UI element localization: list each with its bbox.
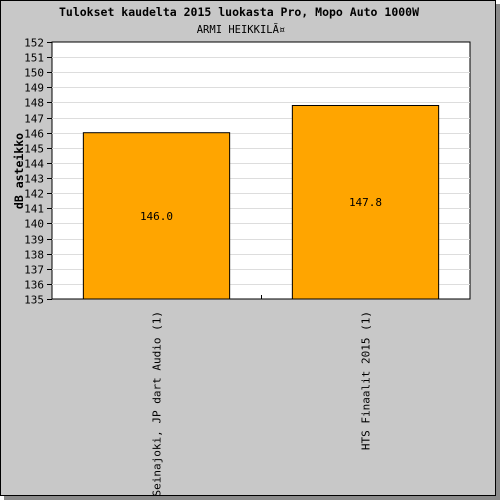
y-tick-label: 150 xyxy=(24,67,44,80)
y-tick-label: 135 xyxy=(24,294,44,307)
bar-value-label: 146.0 xyxy=(140,210,173,223)
y-tick-label: 146 xyxy=(24,128,44,141)
y-tick-label: 140 xyxy=(24,218,44,231)
y-tick-label: 142 xyxy=(24,188,44,201)
y-tick-label: 149 xyxy=(24,82,44,95)
bar xyxy=(291,104,440,300)
y-tick-label: 138 xyxy=(24,249,44,262)
y-tick-label: 136 xyxy=(24,279,44,292)
y-tick-label: 137 xyxy=(24,264,44,277)
y-axis-label: dB asteikko xyxy=(12,133,26,209)
bar xyxy=(82,132,231,300)
y-tick-label: 148 xyxy=(24,97,44,110)
chart-subtitle: ARMI HEIKKILÃ¤ xyxy=(197,23,286,36)
x-axis-ticks: Seinajoki, JP dart Audio (1) HTS Finaalit… xyxy=(151,295,373,496)
y-tick-label: 152 xyxy=(24,37,44,50)
y-tick-label: 147 xyxy=(24,113,44,126)
bars: 146.0 147.8 xyxy=(82,104,440,300)
x-category-label: HTS Finaalit 2015 (1) xyxy=(360,311,373,450)
y-axis-ticks: 135 136 137 138 139 140 141 142 143 144 145 146 147 1… xyxy=(24,37,52,307)
chart-title: Tulokset kaudelta 2015 luokasta Pro, Mop… xyxy=(59,5,419,19)
bar-value-label: 147.8 xyxy=(349,196,382,209)
y-tick-label: 139 xyxy=(24,234,44,247)
y-tick-label: 143 xyxy=(24,173,44,186)
y-tick-label: 151 xyxy=(24,52,44,65)
y-tick-label: 145 xyxy=(24,143,44,156)
y-tick-label: 141 xyxy=(24,203,44,216)
x-category-label: Seinajoki, JP dart Audio (1) xyxy=(151,311,164,496)
y-tick-label: 144 xyxy=(24,158,44,171)
